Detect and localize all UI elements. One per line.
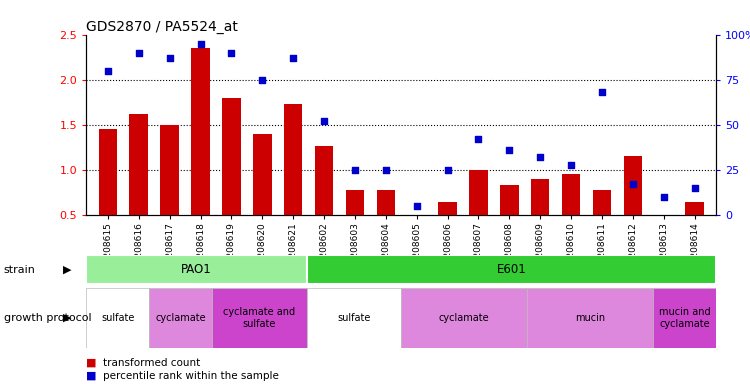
Text: cyclamate: cyclamate <box>155 313 206 323</box>
Bar <box>470 170 488 260</box>
Bar <box>212 288 307 348</box>
Bar <box>98 129 117 260</box>
Point <box>596 89 608 95</box>
Bar <box>438 202 457 260</box>
Point <box>534 154 546 161</box>
Bar <box>527 288 653 348</box>
Bar <box>531 179 550 260</box>
Bar <box>160 125 179 260</box>
Bar <box>346 190 364 260</box>
Text: GDS2870 / PA5524_at: GDS2870 / PA5524_at <box>86 20 238 33</box>
Text: E601: E601 <box>496 263 526 276</box>
Point <box>380 167 392 173</box>
Bar <box>401 35 432 215</box>
Bar <box>149 288 212 348</box>
Bar <box>278 35 308 215</box>
Point <box>503 147 515 153</box>
Point <box>102 68 114 74</box>
Text: ▶: ▶ <box>63 313 71 323</box>
Bar <box>463 35 494 215</box>
Bar <box>653 288 716 348</box>
Point <box>349 167 361 173</box>
Point <box>411 203 423 209</box>
Point <box>287 55 299 61</box>
Bar <box>154 35 185 215</box>
Point <box>318 118 330 124</box>
Bar <box>247 35 278 215</box>
Bar <box>191 48 210 260</box>
Bar <box>623 156 642 260</box>
Bar <box>86 255 307 284</box>
Bar <box>92 35 123 215</box>
Bar <box>130 114 148 260</box>
Bar <box>222 98 241 260</box>
Text: cyclamate: cyclamate <box>439 313 490 323</box>
Text: mucin and
cyclamate: mucin and cyclamate <box>659 307 710 329</box>
Text: ■: ■ <box>86 371 97 381</box>
Bar <box>376 190 395 260</box>
Bar <box>655 215 673 260</box>
Bar <box>592 190 611 260</box>
Bar <box>586 35 617 215</box>
Bar <box>686 202 704 260</box>
Bar <box>185 35 216 215</box>
Bar <box>216 35 247 215</box>
Bar <box>86 288 149 348</box>
Point <box>256 77 268 83</box>
Bar <box>123 35 154 215</box>
Point <box>627 181 639 187</box>
Bar <box>307 288 401 348</box>
Text: mucin: mucin <box>575 313 605 323</box>
Bar <box>284 104 302 260</box>
Bar <box>525 35 556 215</box>
Text: growth protocol: growth protocol <box>4 313 92 323</box>
Point <box>164 55 176 61</box>
Text: transformed count: transformed count <box>103 358 200 368</box>
Point <box>133 50 145 56</box>
Point <box>658 194 670 200</box>
Point <box>442 167 454 173</box>
Text: strain: strain <box>4 265 36 275</box>
Text: sulfate: sulfate <box>101 313 134 323</box>
Bar <box>680 35 710 215</box>
Bar <box>432 35 463 215</box>
Bar <box>648 35 680 215</box>
Bar <box>307 255 716 284</box>
Point <box>226 50 238 56</box>
Text: ■: ■ <box>86 358 97 368</box>
Bar <box>407 215 426 260</box>
Bar <box>340 35 370 215</box>
Bar <box>556 35 586 215</box>
Point <box>194 41 206 47</box>
Bar <box>500 185 518 260</box>
Point <box>565 161 577 167</box>
Bar <box>370 35 401 215</box>
Bar <box>562 174 580 260</box>
Text: PAO1: PAO1 <box>182 263 212 276</box>
Point <box>472 136 484 142</box>
Text: cyclamate and
sulfate: cyclamate and sulfate <box>224 307 296 329</box>
Text: percentile rank within the sample: percentile rank within the sample <box>103 371 279 381</box>
Bar <box>308 35 340 215</box>
Bar <box>617 35 648 215</box>
Text: sulfate: sulfate <box>338 313 370 323</box>
Text: ▶: ▶ <box>63 265 71 275</box>
Bar <box>401 288 527 348</box>
Point <box>688 185 700 191</box>
Bar <box>494 35 525 215</box>
Bar <box>315 146 333 260</box>
Bar <box>253 134 272 260</box>
